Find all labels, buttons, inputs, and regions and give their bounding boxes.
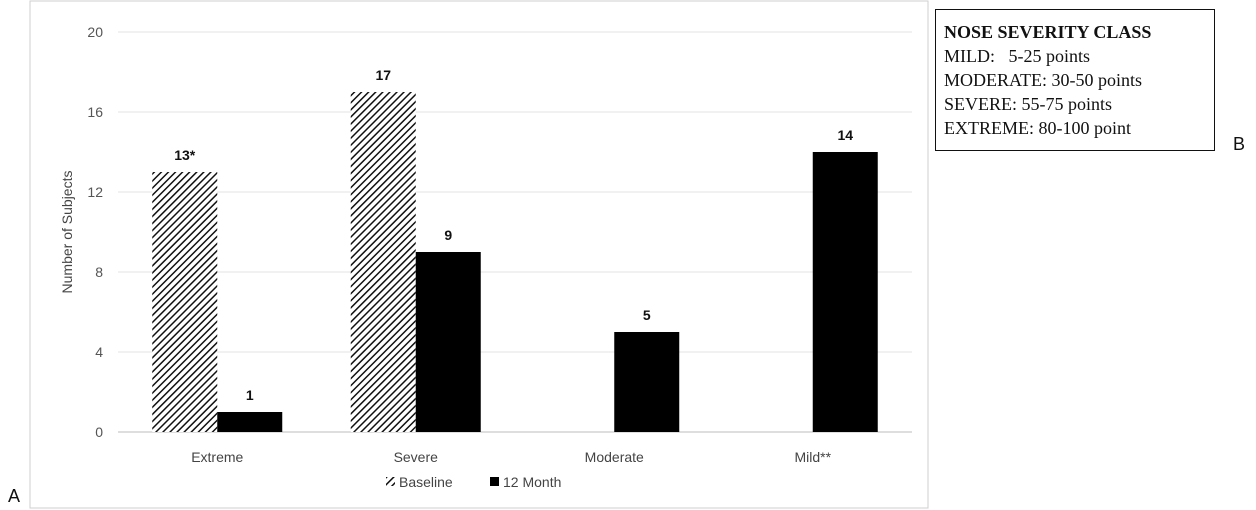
data-label: 1 <box>246 387 254 403</box>
x-tick-label: Severe <box>394 449 439 465</box>
panel-label-a: A <box>8 486 21 506</box>
severity-line-moderate: MODERATE: 30-50 points <box>944 70 1142 90</box>
y-tick-label: 8 <box>95 264 103 280</box>
gridlines <box>118 31 912 433</box>
severity-line-mild: MILD: 5-25 points <box>944 46 1090 66</box>
bar <box>812 152 878 432</box>
bar <box>415 252 481 432</box>
severity-box-title: NOSE SEVERITY CLASS <box>944 22 1152 42</box>
y-tick-label: 4 <box>95 344 103 360</box>
bar <box>614 332 680 432</box>
chart-frame <box>29 0 929 509</box>
y-axis-title: Number of Subjects <box>59 171 75 294</box>
severity-line-severe: SEVERE: 55-75 points <box>944 94 1113 114</box>
legend-swatch <box>386 477 395 486</box>
bar-chart: 0 4 8 12 16 20 Number of Subjects 13* 1 Extreme 17… <box>29 0 929 509</box>
legend-swatch <box>490 477 499 486</box>
severity-class-box: NOSE SEVERITY CLASS MILD: 5-25 points MO… <box>935 9 1215 151</box>
data-label: 13* <box>174 147 196 163</box>
legend-label: 12 Month <box>503 474 561 490</box>
x-tick-label: Extreme <box>191 449 243 465</box>
bar <box>217 412 283 432</box>
bar <box>350 92 416 432</box>
y-tick-label: 0 <box>95 424 103 440</box>
y-tick-label: 16 <box>87 104 103 120</box>
panel-label-b: B <box>1233 134 1246 154</box>
data-label: 17 <box>375 67 391 83</box>
x-tick-label: Moderate <box>585 449 644 465</box>
data-label: 14 <box>837 127 853 143</box>
labels: 0 4 8 12 16 20 Number of Subjects 13* 1 Extreme 17… <box>59 24 853 465</box>
data-label: 9 <box>444 227 452 243</box>
legend-label: Baseline <box>399 474 453 490</box>
x-tick-label: Mild** <box>794 449 831 465</box>
chart-legend: Baseline 12 Month <box>386 474 561 490</box>
bars <box>152 92 878 432</box>
bar <box>152 172 218 432</box>
data-label: 5 <box>643 307 651 323</box>
y-tick-label: 20 <box>87 24 103 40</box>
y-tick-label: 12 <box>87 184 103 200</box>
severity-line-extreme: EXTREME: 80-100 point <box>944 118 1131 138</box>
